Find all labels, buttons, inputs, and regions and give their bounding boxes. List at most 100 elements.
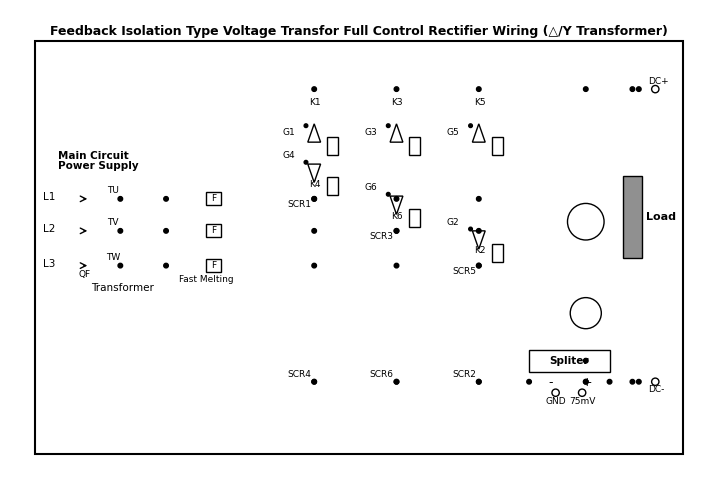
Text: F: F [211,261,216,270]
Text: L2: L2 [43,224,55,234]
Circle shape [567,204,604,240]
Text: 75mV: 75mV [569,397,595,407]
Bar [529,350,610,372]
Circle shape [164,197,168,201]
Polygon shape [472,231,485,249]
Circle shape [304,160,308,164]
Bar [206,259,221,272]
Text: V: V [580,215,591,228]
Text: TW: TW [106,253,120,262]
Text: G2: G2 [447,218,460,227]
Text: TU: TU [107,186,119,195]
Text: SCR6: SCR6 [370,370,393,379]
Circle shape [630,87,635,91]
Circle shape [118,197,123,201]
Text: K4: K4 [309,180,321,189]
Polygon shape [308,124,321,142]
Circle shape [584,380,588,384]
Circle shape [164,228,168,233]
Circle shape [394,228,398,233]
Text: QF: QF [78,270,90,279]
Circle shape [386,124,390,128]
Text: F: F [211,194,216,204]
Text: K1: K1 [309,98,321,108]
Text: SCR4: SCR4 [288,370,312,379]
Text: A: A [581,307,591,320]
Circle shape [637,87,641,91]
Text: Power Supply: Power Supply [58,161,139,171]
Text: G5: G5 [447,128,460,137]
Text: -: - [549,376,554,389]
Text: DC-: DC- [648,384,664,394]
Bar [409,137,420,155]
Circle shape [607,380,612,384]
Circle shape [584,87,588,91]
Text: F: F [211,227,216,235]
Bar [206,192,221,205]
Text: G4: G4 [282,151,295,160]
Circle shape [312,197,317,201]
Bar [206,225,221,237]
Circle shape [469,124,472,128]
Text: Transformer: Transformer [90,284,154,293]
Text: K3: K3 [391,98,404,108]
Circle shape [312,197,317,201]
Bar [327,177,338,195]
Circle shape [118,228,123,233]
Circle shape [312,87,317,91]
Circle shape [477,197,481,201]
Text: DC+: DC+ [648,77,668,86]
Text: Load: Load [646,212,676,222]
Circle shape [477,380,481,384]
Circle shape [630,380,635,384]
Text: G3: G3 [365,128,377,137]
Text: L3: L3 [43,259,55,269]
Circle shape [394,197,398,201]
Text: G1: G1 [282,128,295,137]
Circle shape [304,124,308,128]
Bar [623,176,642,258]
Circle shape [394,380,398,384]
Text: Main Circuit: Main Circuit [58,151,129,161]
Circle shape [477,87,481,91]
Circle shape [394,264,398,268]
Text: Fast Melting: Fast Melting [179,275,233,284]
Text: Feedback Isolation Type Voltage Transfor Full Control Rectifier Wiring (△/Y Tran: Feedback Isolation Type Voltage Transfor… [50,25,668,38]
Circle shape [312,264,317,268]
Text: L1: L1 [43,192,55,202]
Circle shape [477,380,481,384]
Bar [327,137,338,155]
Bar [492,244,503,262]
Polygon shape [308,164,321,182]
Circle shape [386,192,390,196]
Text: G6: G6 [365,183,377,192]
Bar [492,137,503,155]
Circle shape [394,228,398,233]
Polygon shape [390,124,403,142]
Circle shape [637,380,641,384]
Circle shape [312,380,317,384]
Text: K5: K5 [474,98,485,108]
Text: GND: GND [545,397,566,407]
Circle shape [469,227,472,231]
Circle shape [312,380,317,384]
Circle shape [477,264,481,268]
Text: +: + [582,376,592,389]
Text: TV: TV [107,218,118,227]
Polygon shape [472,124,485,142]
Text: SCR5: SCR5 [452,266,476,276]
Text: SCR2: SCR2 [452,370,476,379]
Circle shape [118,264,123,268]
Circle shape [570,298,602,329]
Circle shape [394,380,398,384]
Circle shape [477,264,481,268]
Text: K6: K6 [391,212,404,221]
Circle shape [312,228,317,233]
Circle shape [164,264,168,268]
Text: SCR1: SCR1 [287,200,312,209]
Bar [409,209,420,227]
Circle shape [527,380,531,384]
Text: Spliter: Spliter [549,356,589,366]
Circle shape [584,359,588,363]
Circle shape [394,87,398,91]
